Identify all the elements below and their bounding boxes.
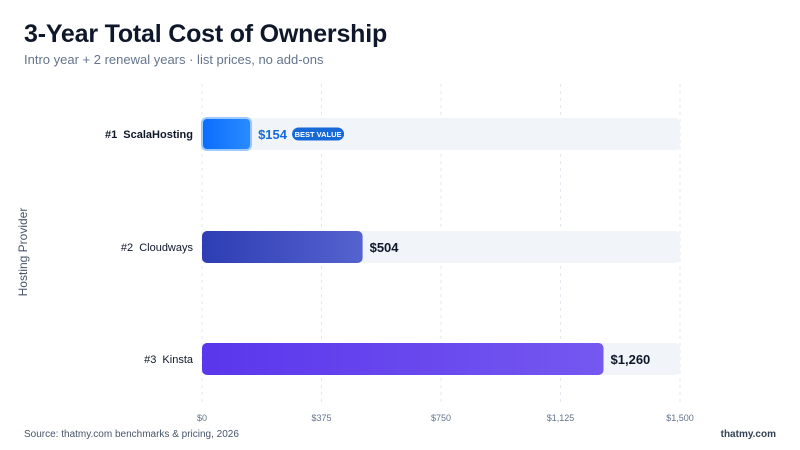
best-value-badge <box>292 127 345 141</box>
chart-title: 3-Year Total Cost of Ownership <box>24 20 388 48</box>
category-label: #1 ScalaHosting <box>105 129 193 141</box>
x-tick-label: $750 <box>431 413 451 423</box>
bar-track <box>202 118 680 150</box>
value-label: $154 <box>258 127 288 142</box>
bar <box>202 231 363 263</box>
x-tick-label: $1,500 <box>666 413 694 423</box>
x-tick-label: $0 <box>197 413 207 423</box>
value-label: $504 <box>370 240 400 255</box>
category-label: #3 Kinsta <box>144 354 194 366</box>
category-label: #2 Cloudways <box>121 242 194 254</box>
brand-label: thatmy.com <box>720 429 776 440</box>
bar <box>201 117 253 151</box>
value-label: $1,260 <box>611 352 651 367</box>
bar <box>202 343 604 375</box>
chart-subtitle: Intro year + 2 renewal years · list pric… <box>24 52 324 67</box>
x-tick-label: $375 <box>311 413 331 423</box>
badge-label: BEST VALUE <box>295 130 342 139</box>
x-tick-label: $1,125 <box>547 413 575 423</box>
source-note: Source: thatmy.com benchmarks & pricing,… <box>24 429 239 440</box>
